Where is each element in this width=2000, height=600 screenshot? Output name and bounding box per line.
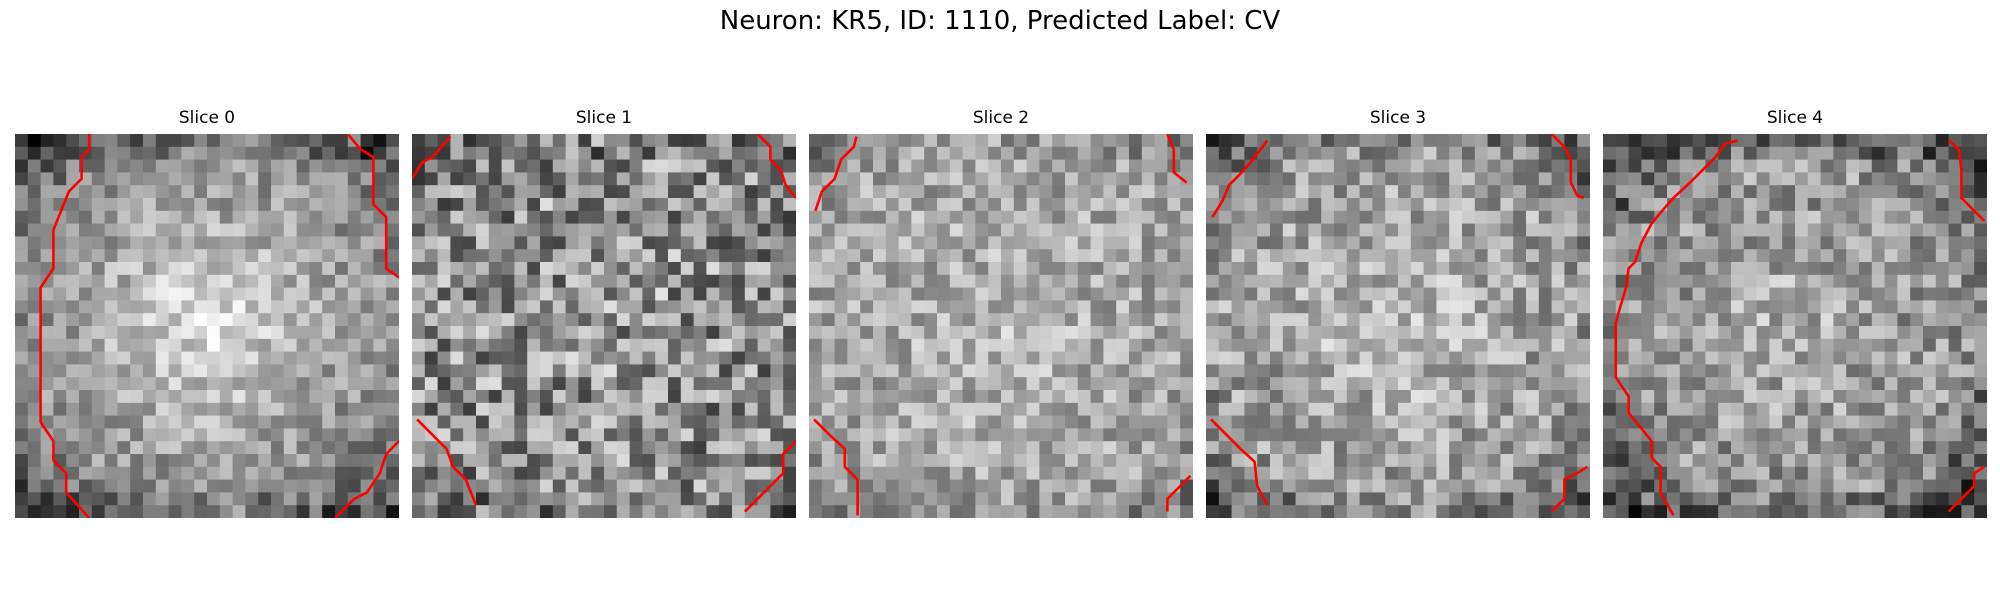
slice-image	[809, 134, 1193, 518]
contour-line	[1614, 139, 1738, 517]
slice-title: Slice 0	[178, 108, 236, 128]
contour-line	[1166, 474, 1192, 512]
slice-title: Slice 4	[1766, 108, 1824, 128]
contour-line	[1210, 418, 1269, 506]
contour-line	[346, 134, 399, 279]
contour-line	[1550, 465, 1589, 513]
contour-line	[1947, 465, 1986, 513]
contour-line	[1947, 139, 1986, 222]
slice-image	[1603, 134, 1987, 518]
slice-title: Slice 1	[575, 108, 633, 128]
slice-title: Slice 3	[1369, 108, 1427, 128]
figure-title: Neuron: KR5, ID: 1110, Predicted Label: …	[719, 6, 1281, 36]
contour-line	[1550, 134, 1585, 200]
contour-line	[39, 134, 91, 518]
contour-line	[416, 418, 478, 506]
slice-image	[15, 134, 399, 518]
contour-line	[813, 418, 859, 516]
contour-line	[1166, 134, 1188, 184]
contour-line	[814, 136, 858, 212]
slice-image	[412, 134, 796, 518]
contour-line	[334, 440, 399, 518]
slice-title: Slice 2	[972, 108, 1030, 128]
contour-line	[743, 440, 796, 513]
slice-image	[1206, 134, 1590, 518]
contour-line	[1211, 139, 1269, 218]
contour-line	[412, 135, 452, 180]
contour-line	[756, 134, 796, 199]
